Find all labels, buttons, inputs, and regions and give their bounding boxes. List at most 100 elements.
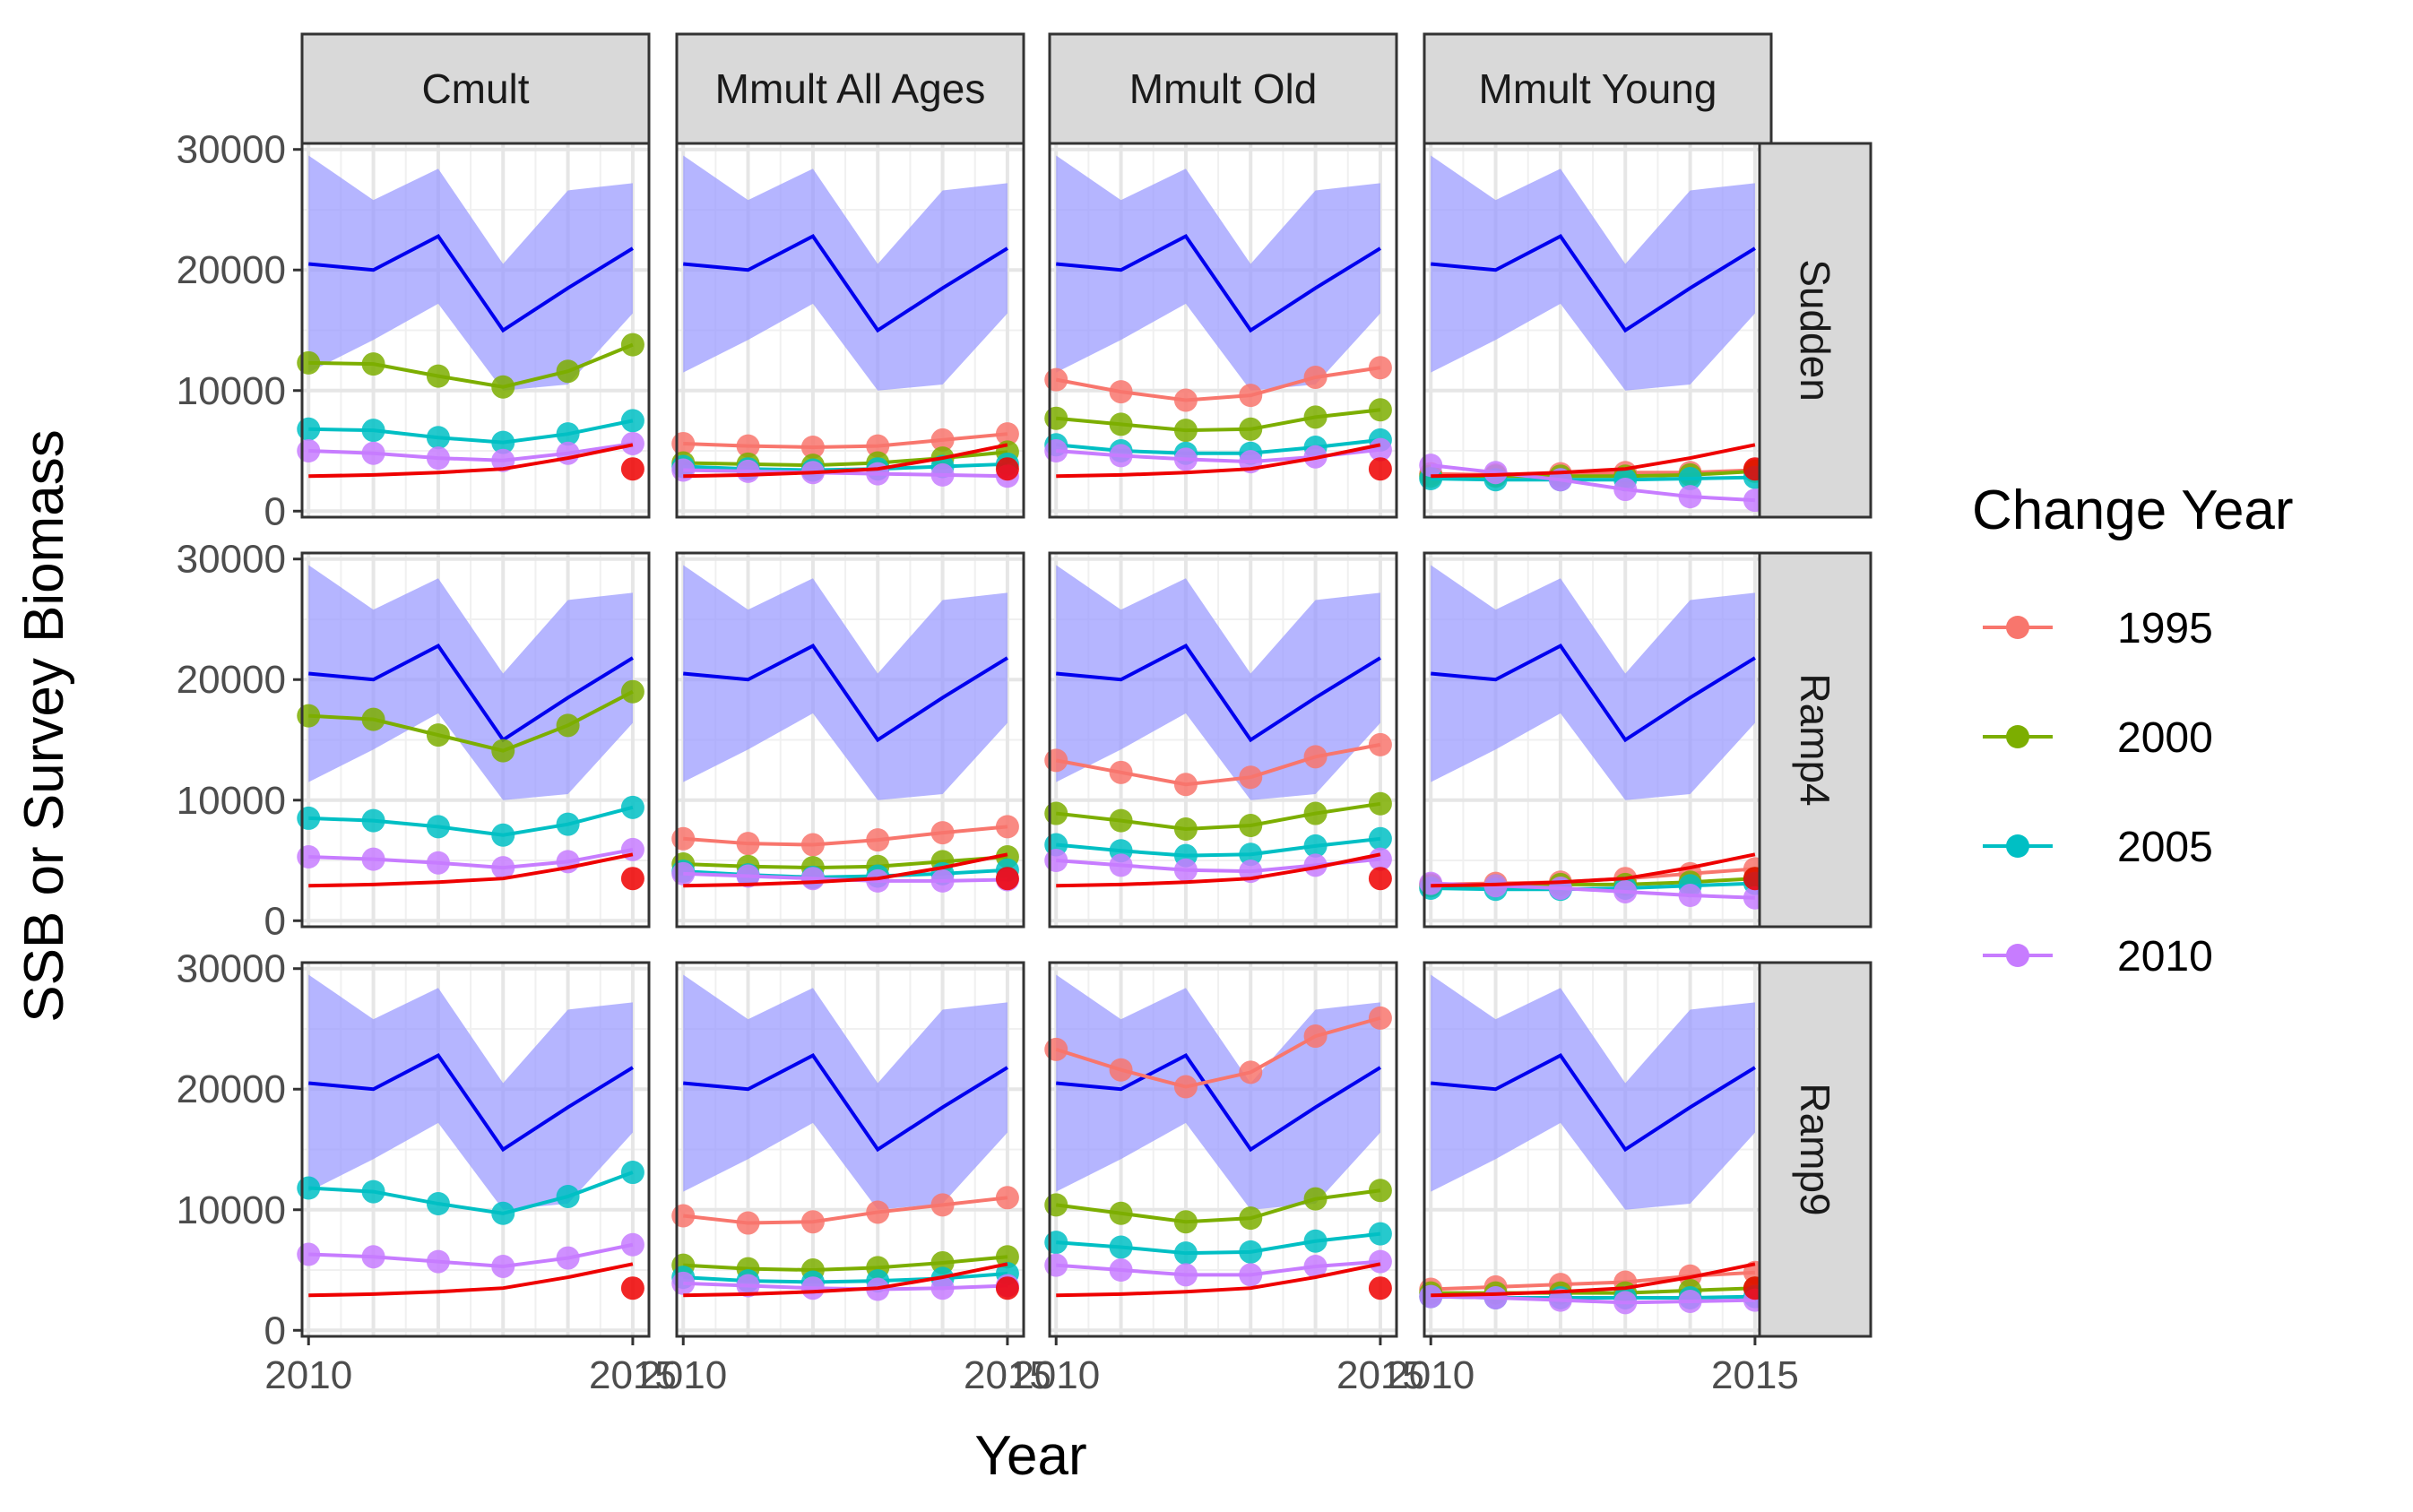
series-point-1995: [995, 1186, 1019, 1210]
series-point-2005: [1109, 1235, 1133, 1259]
series-point-2010: [297, 439, 321, 463]
series-point-2010: [1483, 461, 1508, 485]
series-point-2010: [1368, 437, 1392, 462]
series-point-2000: [491, 739, 515, 763]
series-point-2000: [426, 723, 450, 747]
series-point-2010: [1419, 454, 1443, 478]
series-point-2010: [556, 441, 580, 465]
series-point-2010: [736, 459, 760, 483]
strips-layer: Cmult Mmult All Ages Mmult Old Mmult Young S…: [300, 32, 1872, 1338]
x-tick-label: 2015: [589, 1353, 677, 1397]
series-point-2000: [426, 364, 450, 388]
series-2000: [297, 679, 644, 763]
survey-mean-line: [683, 643, 1008, 743]
panel-border: [675, 551, 1025, 929]
series-point-1995: [930, 428, 955, 452]
series-point-2000: [1239, 814, 1263, 838]
y-tick-label: 20000: [177, 658, 286, 702]
y-tick-label: 20000: [177, 1067, 286, 1111]
series-point-2010: [1548, 1288, 1572, 1312]
series-point-2010: [491, 856, 515, 880]
series-point-1995: [1303, 365, 1328, 389]
series-point-2010: [1303, 853, 1328, 877]
legend-key-point: [2006, 944, 2029, 967]
series-point-2010: [620, 431, 644, 455]
ssb-line: [683, 852, 1008, 888]
series-point-2010: [1109, 1258, 1133, 1283]
ssb-line: [683, 1262, 1008, 1298]
series-point-2005: [1303, 834, 1328, 858]
series-point-2000: [1303, 405, 1328, 429]
panel-border: [1048, 551, 1398, 929]
survey-mean-line: [1431, 643, 1756, 743]
ssb-terminal-point: [1368, 457, 1392, 481]
panels-layer: [297, 142, 1773, 1338]
panel-border: [675, 961, 1025, 1338]
panel-mmult-young-sudden: [1419, 142, 1773, 519]
column-strip: Mmult All Ages: [675, 32, 1025, 145]
series-point-1995: [1044, 367, 1068, 392]
series-point-2000: [620, 679, 644, 704]
ssb-terminal-point: [995, 457, 1019, 481]
ssb-line: [1056, 443, 1381, 479]
series-point-2000: [1109, 1201, 1133, 1225]
panel-mmult-young-ramp9: [1419, 961, 1773, 1338]
series-point-2000: [297, 704, 321, 728]
legend: Change Year 1995 2000 2005 2010: [1972, 480, 2294, 981]
x-tick-label: 2015: [1336, 1353, 1424, 1397]
series-2005: [1044, 826, 1392, 868]
series-point-2010: [866, 462, 890, 486]
series-point-2005: [1368, 826, 1392, 851]
series-point-2005: [491, 823, 515, 847]
series-point-2010: [1678, 884, 1702, 908]
series-point-2000: [620, 333, 644, 357]
series-point-2000: [1173, 419, 1198, 443]
survey-confidence-band: [1431, 974, 1755, 1210]
series-point-1995: [995, 815, 1019, 839]
survey-mean-line: [308, 233, 634, 333]
series-point-2010: [297, 1242, 321, 1266]
survey-confidence-band: [683, 974, 1008, 1210]
series-point-2005: [1303, 1229, 1328, 1253]
series-point-2005: [361, 1179, 385, 1204]
series-point-2010: [800, 1276, 825, 1300]
series-point-1995: [1239, 1060, 1263, 1084]
series-point-1995: [671, 826, 696, 851]
series-point-2010: [556, 1246, 580, 1270]
series-point-1995: [1109, 1058, 1133, 1082]
series-point-2010: [426, 446, 450, 471]
series-point-2010: [1613, 478, 1638, 502]
x-tick-label: 2015: [964, 1353, 1051, 1397]
strip-background: [1423, 32, 1773, 145]
column-strip: Mmult Young: [1423, 32, 1773, 145]
series-point-2005: [1678, 466, 1702, 490]
series-point-1995: [1303, 1024, 1328, 1049]
series-point-2010: [671, 861, 696, 886]
series-point-1995: [671, 1204, 696, 1228]
series-point-2005: [1044, 1231, 1068, 1255]
legend-key-point: [2006, 725, 2029, 748]
series-point-2010: [1483, 1285, 1508, 1309]
series-point-1995: [1109, 380, 1133, 404]
series-point-1995: [1368, 732, 1392, 756]
survey-mean-line: [1431, 1052, 1756, 1153]
series-point-2000: [1173, 1210, 1198, 1234]
survey-confidence-band: [308, 974, 633, 1210]
series-point-2000: [1239, 417, 1263, 441]
panel-mmult-young-ramp4: [1419, 551, 1773, 929]
ssb-terminal-point: [620, 1276, 644, 1300]
y-tick-label: 10000: [177, 779, 286, 823]
survey-mean-line: [1431, 233, 1756, 333]
series-point-1995: [736, 434, 760, 458]
series-point-2010: [671, 458, 696, 482]
panel-border: [300, 551, 651, 929]
series-point-1995: [930, 821, 955, 845]
series-point-2005: [556, 422, 580, 446]
series-point-1995: [930, 1193, 955, 1217]
ssb-line: [1431, 852, 1756, 888]
series-point-1995: [800, 1210, 825, 1234]
survey-confidence-band: [683, 565, 1008, 800]
series-point-2005: [620, 795, 644, 819]
survey-mean-line: [308, 1052, 634, 1153]
series-point-2005: [491, 430, 515, 454]
